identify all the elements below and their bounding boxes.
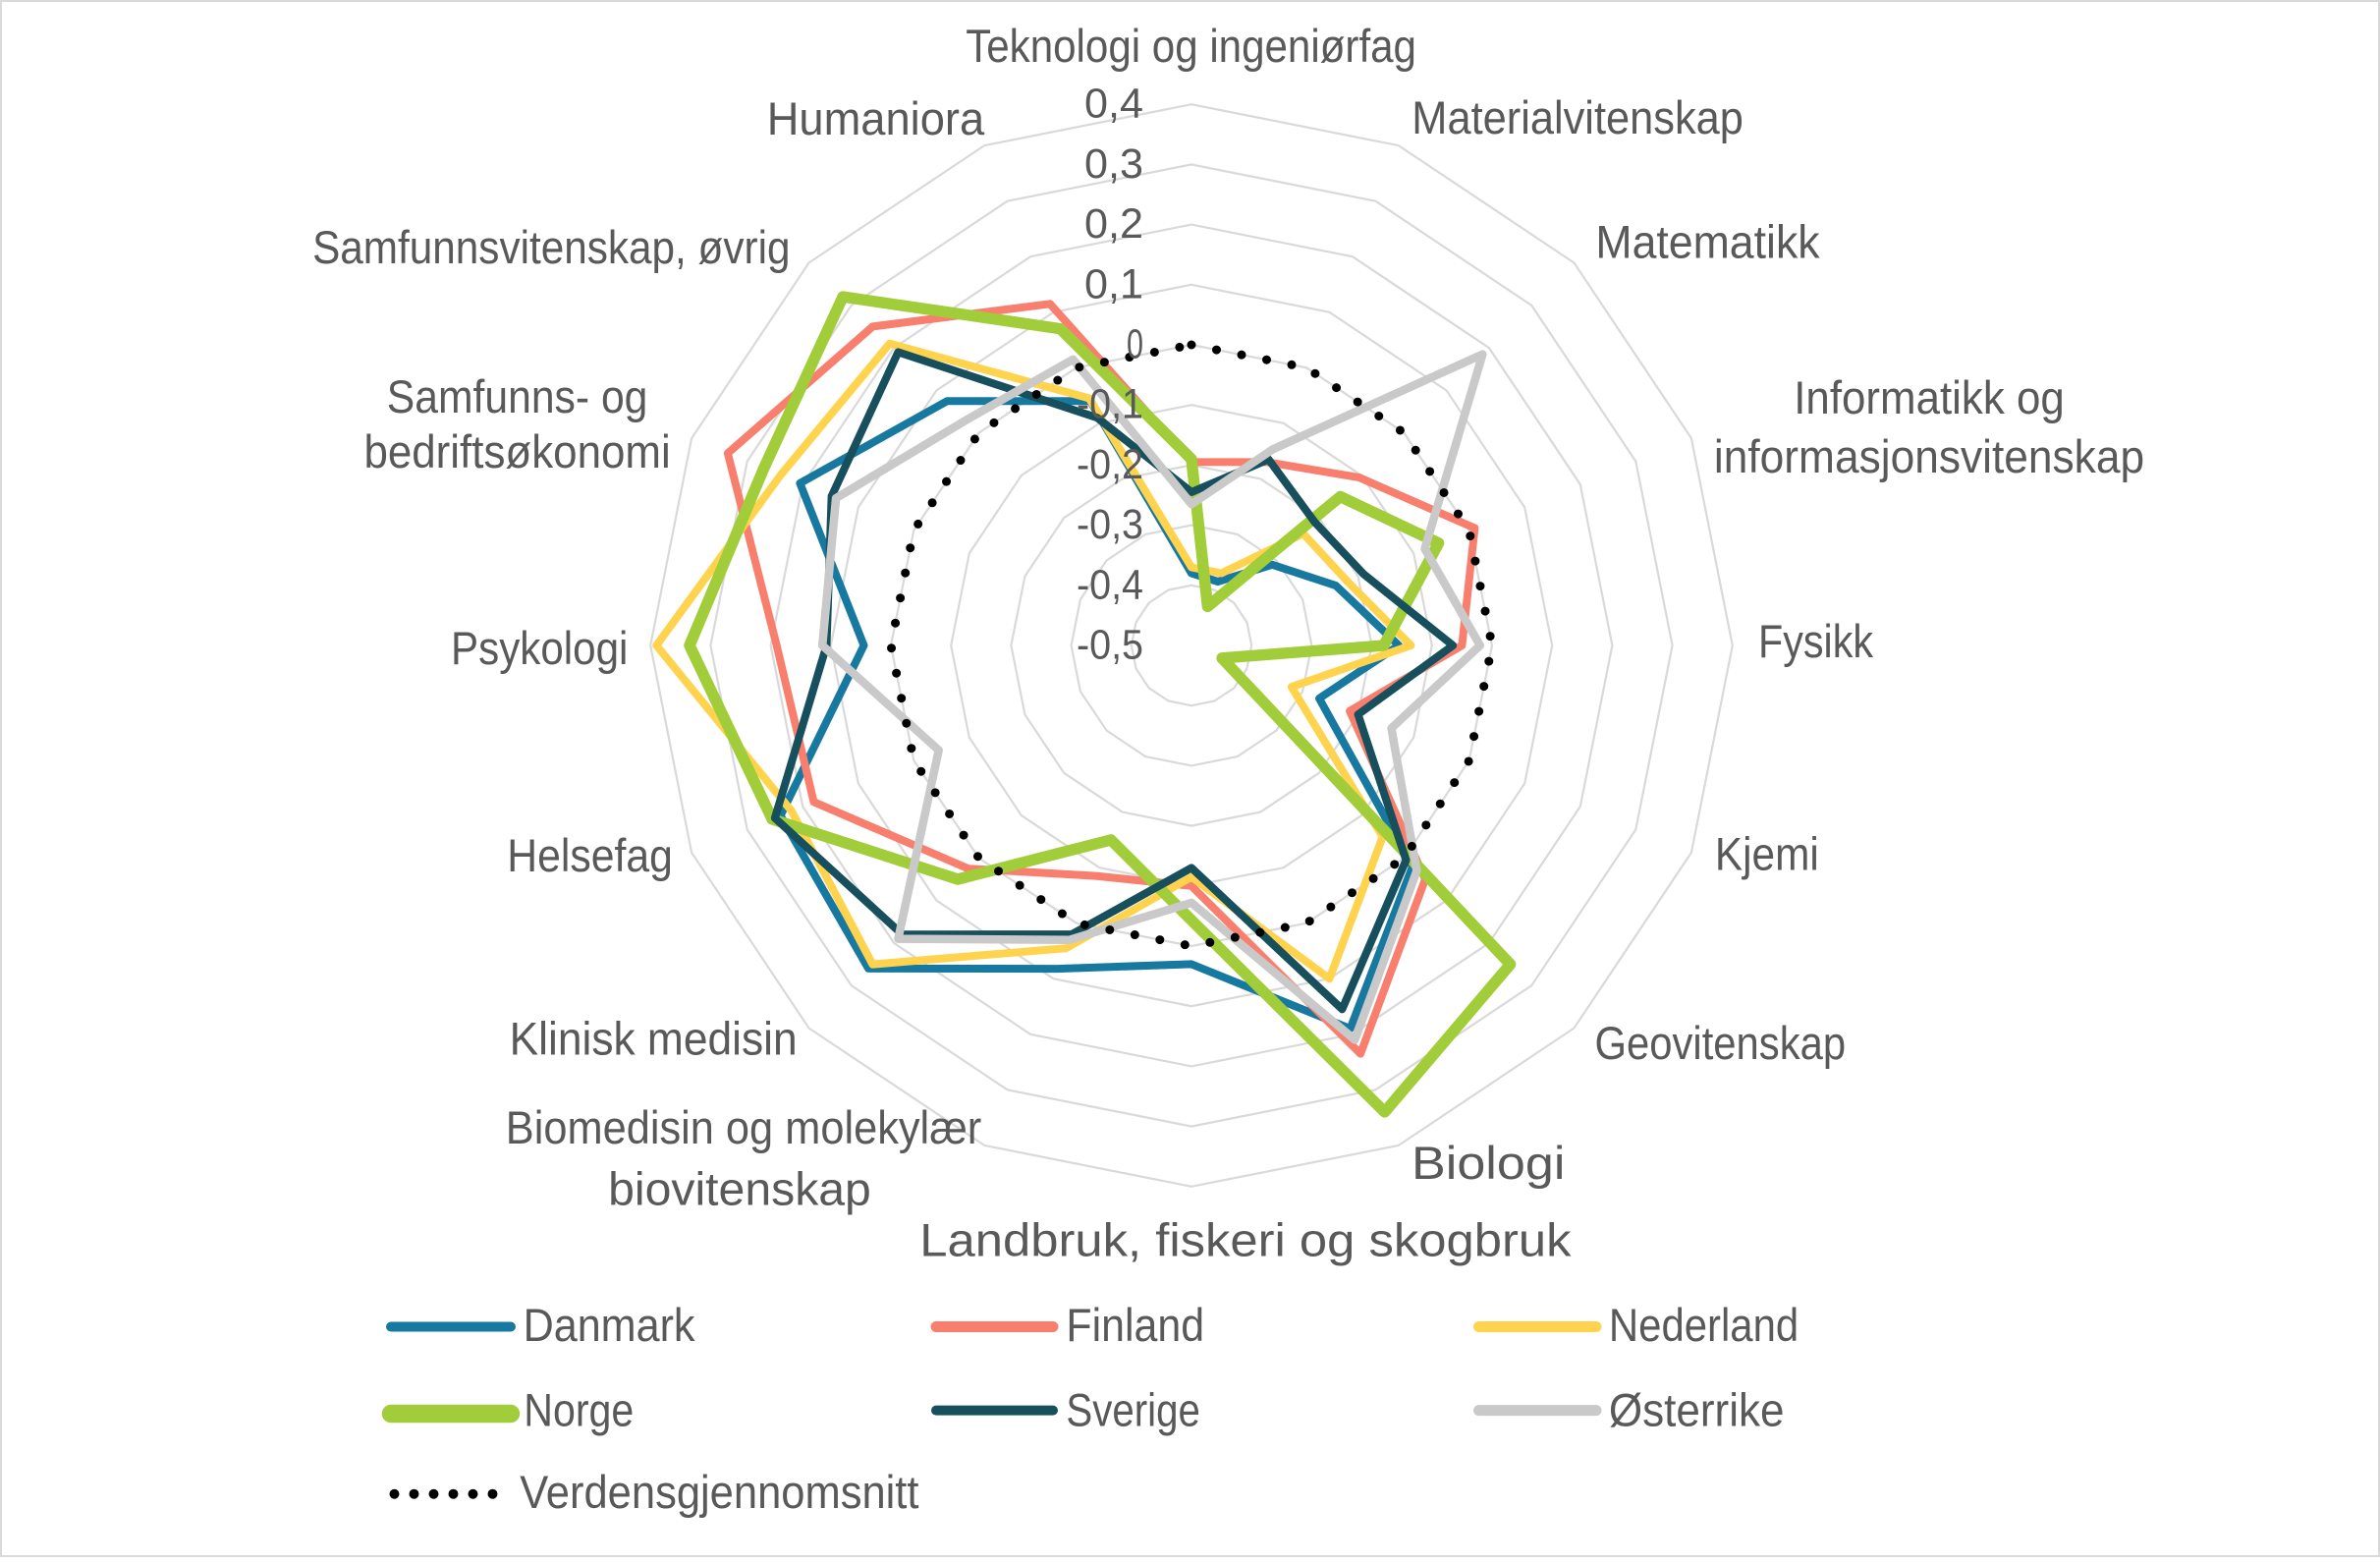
svg-text:-0,4: -0,4 xyxy=(1077,562,1143,608)
svg-text:Biologi: Biologi xyxy=(1411,1137,1565,1189)
svg-text:Norge: Norge xyxy=(524,1384,634,1436)
svg-text:Nederland: Nederland xyxy=(1609,1299,1799,1351)
svg-text:Landbruk, fiskeri og skogbruk: Landbruk, fiskeri og skogbruk xyxy=(919,1213,1572,1265)
svg-text:Østerrike: Østerrike xyxy=(1609,1384,1785,1436)
svg-text:-0,2: -0,2 xyxy=(1077,442,1143,488)
svg-text:Teknologi og ingeniørfag: Teknologi og ingeniørfag xyxy=(966,20,1416,72)
svg-text:Humaniora: Humaniora xyxy=(767,92,985,144)
svg-text:Sverige: Sverige xyxy=(1066,1384,1200,1436)
svg-text:Samfunnsvitenskap, øvrig: Samfunnsvitenskap, øvrig xyxy=(312,221,790,273)
svg-text:biovitenskap: biovitenskap xyxy=(608,1163,871,1215)
svg-text:Danmark: Danmark xyxy=(524,1299,695,1351)
svg-text:0,3: 0,3 xyxy=(1084,141,1143,188)
svg-text:bedriftsøkonomi: bedriftsøkonomi xyxy=(363,425,670,477)
svg-text:Fysikk: Fysikk xyxy=(1758,615,1873,667)
svg-text:0,4: 0,4 xyxy=(1084,82,1143,128)
svg-text:-0,3: -0,3 xyxy=(1077,502,1143,548)
svg-text:Materialvitenskap: Materialvitenskap xyxy=(1411,91,1743,143)
svg-text:Psykologi: Psykologi xyxy=(451,622,628,674)
svg-text:0: 0 xyxy=(1127,322,1143,368)
svg-text:-0,5: -0,5 xyxy=(1077,623,1143,669)
svg-text:Biomedisin og molekylær: Biomedisin og molekylær xyxy=(506,1101,981,1153)
svg-text:informasjonsvitenskap: informasjonsvitenskap xyxy=(1714,430,2144,482)
svg-text:Geovitenskap: Geovitenskap xyxy=(1595,1017,1847,1069)
svg-text:Helsefag: Helsefag xyxy=(507,829,673,881)
svg-text:-0,1: -0,1 xyxy=(1077,382,1143,428)
svg-text:0,1: 0,1 xyxy=(1084,261,1143,307)
svg-text:Verdensgjennomsnitt: Verdensgjennomsnitt xyxy=(520,1466,918,1518)
svg-text:Klinisk medisin: Klinisk medisin xyxy=(510,1013,798,1065)
svg-text:0,2: 0,2 xyxy=(1084,201,1143,248)
svg-text:Matematikk: Matematikk xyxy=(1595,215,1820,267)
svg-text:Informatikk og: Informatikk og xyxy=(1794,371,2065,423)
svg-text:Kjemi: Kjemi xyxy=(1715,828,1819,880)
svg-text:Samfunns- og: Samfunns- og xyxy=(387,370,648,422)
svg-text:Finland: Finland xyxy=(1066,1299,1204,1351)
